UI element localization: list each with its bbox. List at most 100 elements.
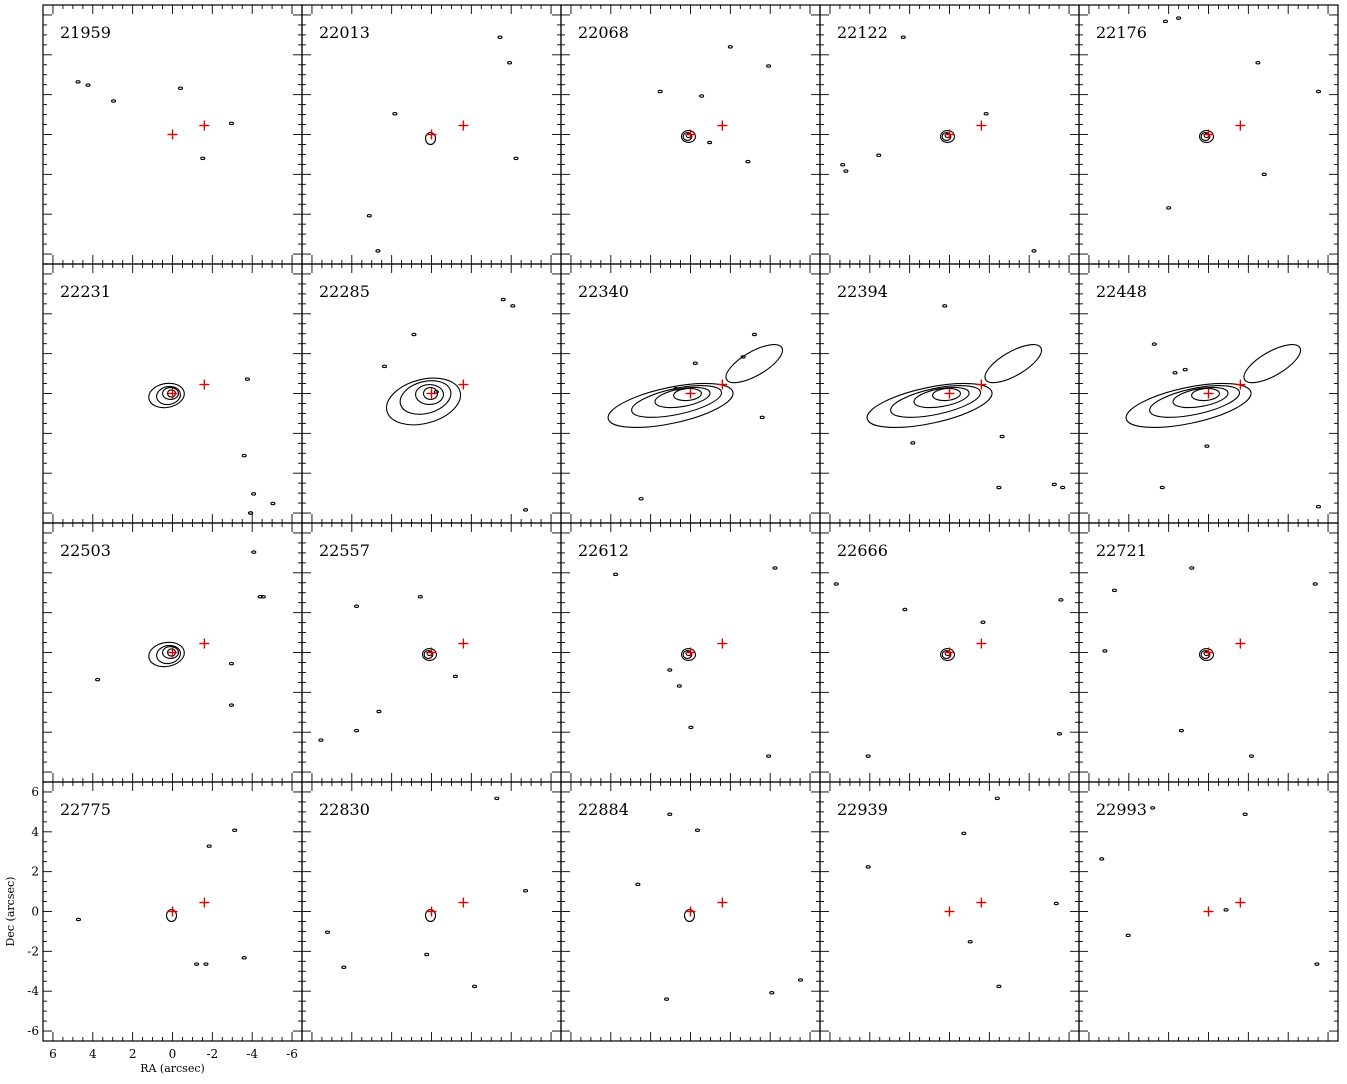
noise-contour	[244, 377, 250, 381]
noise-contour	[1125, 933, 1131, 938]
emission-contour	[680, 647, 697, 662]
noise-contour	[381, 364, 388, 369]
channel-label: 22013	[319, 23, 370, 42]
emission-contour	[148, 382, 185, 409]
noise-contour	[354, 604, 360, 609]
noise-contour	[1111, 588, 1118, 593]
noise-contour	[251, 550, 257, 554]
noise-contour	[494, 796, 500, 801]
noise-contour	[613, 572, 619, 577]
axes: 6 4 2 0 -2 -4 -6 6 4 2 0 -2 -4 -6 RA (arcsec) Dec (arcs…	[4, 785, 298, 1075]
emission-contour	[421, 647, 438, 662]
emission-contour	[415, 383, 445, 406]
emission-contour	[984, 344, 1043, 384]
noise-contour	[206, 844, 212, 848]
noise-contour	[635, 882, 641, 887]
channel-label: 22557	[319, 541, 370, 560]
noise-contour	[1058, 598, 1064, 602]
channel-label: 22775	[60, 800, 111, 819]
channel-panel: 22068	[560, 4, 821, 265]
noise-contour	[983, 112, 989, 116]
noise-contour	[1255, 61, 1261, 65]
emission-contour	[654, 386, 711, 409]
noise-contour	[241, 453, 247, 458]
noise-contour	[833, 582, 839, 586]
noise-contour	[1178, 728, 1184, 733]
channel-panel: 21959	[42, 4, 303, 265]
emission-contour	[1243, 344, 1302, 384]
x-axis-title: RA (arcsec)	[140, 1062, 205, 1075]
emission-contour	[607, 382, 734, 428]
channel-panel: 22993	[1078, 781, 1339, 1042]
noise-contour	[1031, 249, 1037, 253]
noise-contour	[688, 725, 694, 730]
noise-contour	[727, 45, 733, 49]
noise-contour	[510, 304, 516, 308]
noise-contour	[1060, 485, 1066, 490]
channel-label: 22612	[578, 541, 629, 560]
emission-contour	[941, 649, 952, 660]
noise-contour	[694, 828, 701, 832]
channel-panel: 22830	[301, 781, 562, 1042]
noise-contour	[366, 214, 372, 218]
noise-contour	[699, 94, 705, 98]
emission-contour	[148, 641, 185, 668]
noise-contour	[961, 831, 967, 836]
channel-label: 22448	[1096, 282, 1147, 301]
noise-contour	[241, 955, 247, 960]
noise-contour	[772, 566, 778, 570]
noise-contour	[1182, 367, 1188, 372]
channel-label: 22830	[319, 800, 370, 819]
noise-contour	[1051, 482, 1057, 487]
emission-contour	[165, 908, 178, 923]
x-tick-label: 2	[129, 1047, 137, 1061]
emission-contour	[939, 129, 956, 144]
noise-contour	[200, 156, 206, 161]
noise-contour	[417, 594, 423, 599]
y-tick-label: -6	[27, 1024, 39, 1038]
noise-contour	[324, 930, 331, 934]
noise-contour	[1102, 649, 1108, 653]
noise-contour	[740, 355, 746, 359]
emission-contour	[673, 387, 702, 402]
channel-panel: 22013	[301, 4, 562, 265]
noise-contour	[228, 121, 235, 126]
emission-contour	[1200, 131, 1211, 142]
emission-contour	[424, 908, 437, 923]
noise-contour	[1159, 485, 1165, 490]
channel-panels: 21959 22013 22068 22122 22176 22231 22285 22340…	[42, 4, 1339, 1042]
y-tick-label: 2	[31, 865, 39, 879]
channel-label: 22068	[578, 23, 629, 42]
channel-panel: 22666	[819, 522, 1080, 783]
noise-contour	[411, 332, 417, 337]
emission-contour	[1200, 649, 1211, 660]
noise-contour	[471, 984, 478, 989]
noise-contour	[177, 86, 184, 91]
noise-contour	[354, 728, 360, 733]
emission-contour	[683, 908, 696, 923]
noise-contour	[664, 997, 670, 1001]
noise-contour	[497, 35, 503, 40]
channel-panel: 22285	[301, 263, 562, 524]
noise-contour	[1314, 962, 1320, 966]
noise-contour	[994, 796, 1000, 801]
noise-contour	[1248, 754, 1255, 758]
channel-label: 21959	[60, 23, 111, 42]
noise-contour	[1223, 908, 1229, 912]
noise-contour	[1189, 566, 1195, 570]
x-tick-label: -2	[206, 1047, 218, 1061]
noise-contour	[876, 153, 882, 157]
noise-contour	[257, 594, 263, 599]
emission-contour	[156, 385, 181, 406]
noise-contour	[657, 89, 663, 94]
channel-panel: 22340	[560, 263, 821, 524]
noise-contour	[1151, 342, 1157, 346]
channel-label: 22939	[837, 800, 888, 819]
noise-contour	[1099, 857, 1105, 861]
noise-contour	[902, 607, 908, 612]
noise-contour	[318, 738, 324, 742]
noise-contour	[769, 991, 775, 995]
noise-contour	[980, 620, 986, 624]
channel-panel: 22503	[42, 522, 303, 783]
y-tick-label: 6	[31, 785, 39, 799]
